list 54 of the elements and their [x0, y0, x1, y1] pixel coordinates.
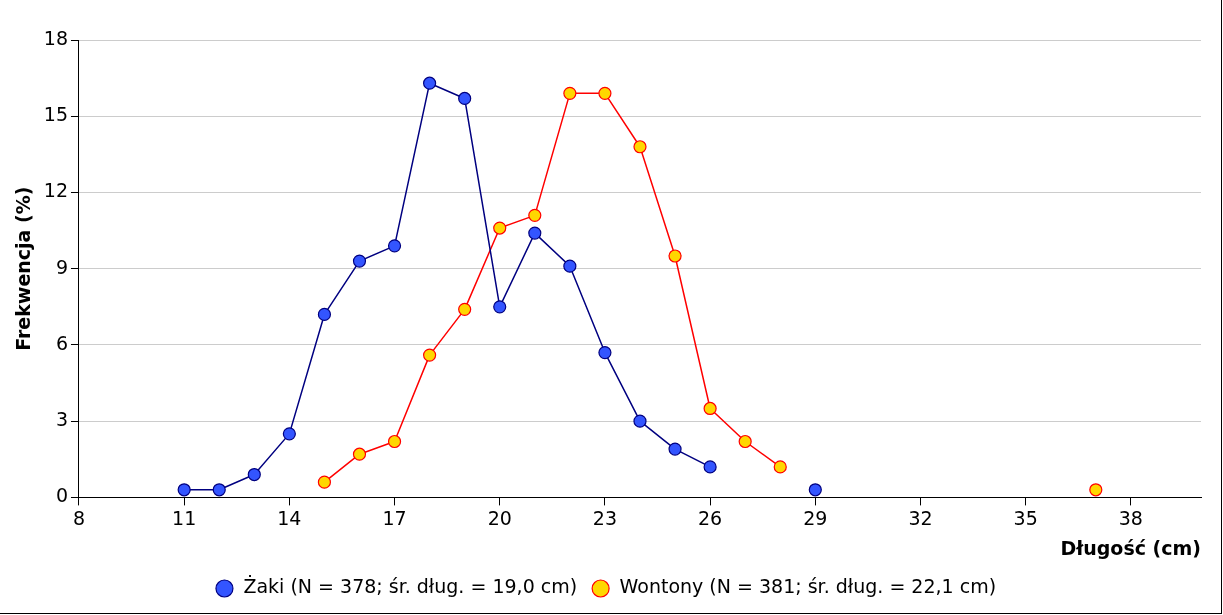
- legend-label: Żaki (N = 378; śr. dług. = 19,0 cm): [243, 575, 578, 598]
- point: [317, 475, 332, 489]
- point: [352, 254, 367, 268]
- point: [247, 467, 261, 482]
- point: [703, 460, 717, 474]
- y-tick-label: 18: [43, 26, 68, 49]
- point: [528, 226, 542, 240]
- x-tick-label: 11: [172, 506, 197, 529]
- y-tick-label: 6: [55, 331, 68, 354]
- x-tick-label: 32: [908, 506, 933, 529]
- point: [738, 434, 752, 449]
- point: [423, 348, 437, 362]
- point: [773, 460, 787, 474]
- x-tick-label: 38: [1118, 506, 1143, 529]
- point: [387, 434, 402, 449]
- x-tick-label: 29: [803, 506, 828, 529]
- point: [703, 401, 717, 416]
- point: [598, 345, 612, 360]
- point: [633, 140, 647, 154]
- point: [563, 86, 577, 100]
- point: [528, 208, 542, 222]
- point: [493, 221, 507, 235]
- y-tick-label: 0: [55, 484, 68, 507]
- x-tick-label: 23: [592, 506, 618, 529]
- point: [563, 259, 577, 273]
- x-axis-title: Długość (cm): [1060, 536, 1201, 559]
- point: [212, 483, 226, 497]
- point: [387, 239, 402, 253]
- point: [423, 76, 437, 90]
- point: [668, 249, 682, 263]
- point: [633, 414, 647, 428]
- x-tick-label: 17: [382, 506, 407, 529]
- y-tick-label: 15: [43, 103, 68, 126]
- point: [458, 302, 472, 316]
- point: [317, 307, 332, 322]
- point: [493, 300, 507, 314]
- x-tick-label: 8: [72, 506, 86, 529]
- x-tick-label: 35: [1013, 506, 1038, 529]
- x-tick-label: 14: [277, 506, 302, 529]
- point: [668, 442, 682, 456]
- x-tick-label: 26: [698, 506, 723, 529]
- y-axis-title: Frekwencja (%): [12, 186, 35, 351]
- y-tick-label: 12: [43, 179, 68, 202]
- point: [177, 483, 191, 497]
- point: [458, 91, 472, 106]
- x-tick-label: 20: [487, 506, 512, 529]
- point: [282, 427, 296, 441]
- y-tick-label: 3: [55, 408, 68, 431]
- legend-label: Wontony (N = 381; śr. dług. = 22,1 cm): [619, 575, 997, 598]
- point: [598, 86, 612, 100]
- point: [1089, 483, 1103, 497]
- point: [352, 447, 367, 461]
- y-tick-label: 9: [55, 255, 68, 278]
- point: [808, 483, 822, 497]
